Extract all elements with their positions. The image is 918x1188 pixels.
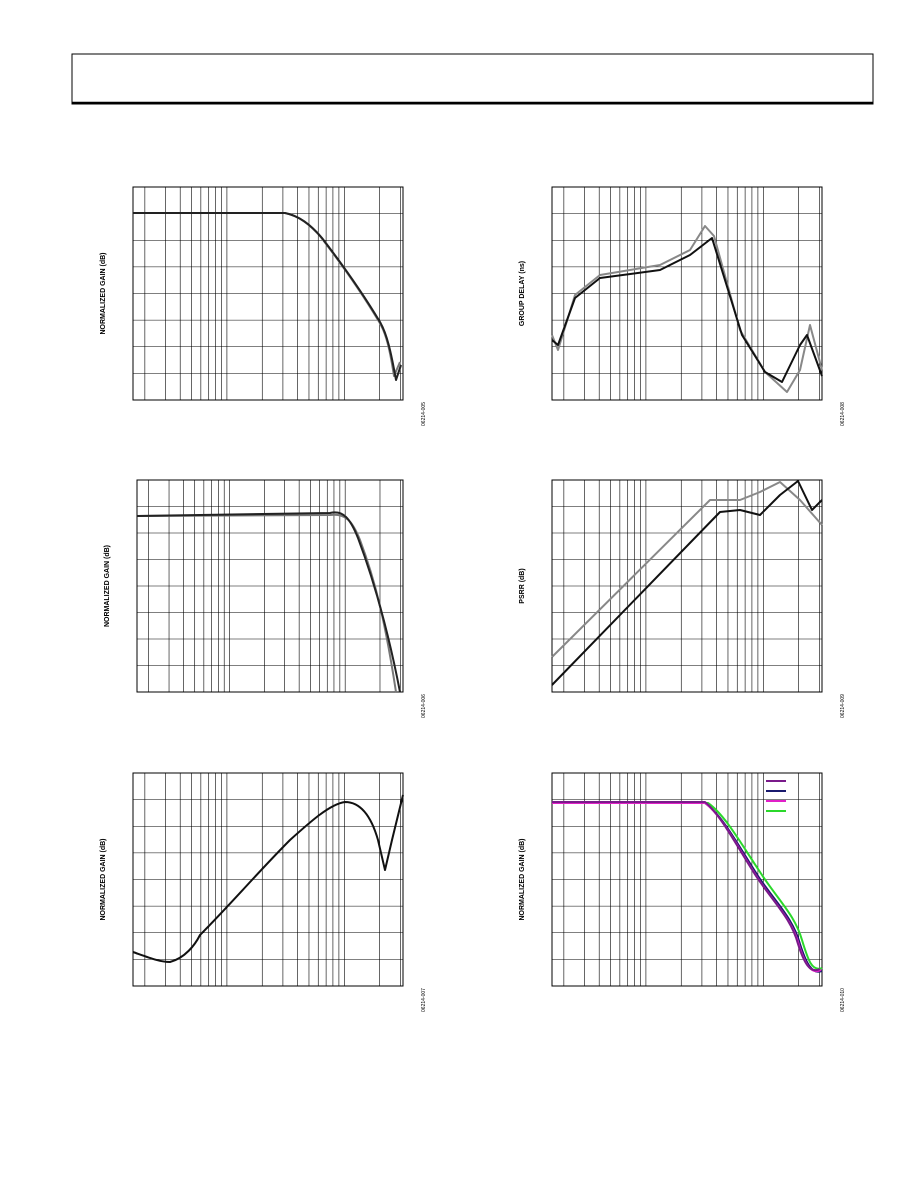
curve xyxy=(552,802,822,973)
plot-frame xyxy=(551,772,823,987)
curve xyxy=(132,794,404,963)
plot: PSRR (dB) 06214-009 xyxy=(519,479,846,718)
figure-code: 06214-008 xyxy=(840,402,846,426)
curve xyxy=(133,212,402,381)
plot-frame xyxy=(551,186,823,401)
figure-code: 06214-007 xyxy=(421,988,427,1012)
y-axis-label: NORMALIZED GAIN (dB) xyxy=(519,838,526,920)
plot: NORMALIZED GAIN (dB) 06214-007 xyxy=(100,772,427,1012)
plot: NORMALIZED GAIN (dB) 06214-010 xyxy=(519,772,846,1012)
y-axis-label: GROUP DELAY (ns) xyxy=(519,261,526,326)
plot-frame xyxy=(132,772,404,987)
curve xyxy=(133,212,401,377)
y-axis-label: NORMALIZED GAIN (dB) xyxy=(100,838,107,920)
plot-frame xyxy=(551,479,823,693)
plot-frame xyxy=(136,479,404,693)
curve xyxy=(551,237,823,383)
curves xyxy=(132,212,823,973)
figure-code: 06214-009 xyxy=(840,694,846,718)
plot: NORMALIZED GAIN (dB) 06214-005 xyxy=(100,186,427,426)
figure-code: 06214-010 xyxy=(840,988,846,1012)
curve xyxy=(552,802,823,973)
y-axis-label: PSRR (dB) xyxy=(519,568,526,603)
y-axis-label: NORMALIZED GAIN (dB) xyxy=(104,545,111,627)
plot: GROUP DELAY (ns) 06214-008 xyxy=(519,186,846,426)
curve xyxy=(551,225,823,393)
curve xyxy=(551,481,823,658)
figure-code: 06214-005 xyxy=(421,402,427,426)
y-axis-label: NORMALIZED GAIN (dB) xyxy=(100,252,107,334)
plot-frame xyxy=(132,186,404,401)
curve xyxy=(552,801,821,972)
header-box xyxy=(71,53,874,105)
curve xyxy=(552,802,823,970)
curve xyxy=(136,511,401,693)
curve xyxy=(551,480,823,686)
curve xyxy=(136,513,397,693)
figure-code: 06214-006 xyxy=(421,694,427,718)
